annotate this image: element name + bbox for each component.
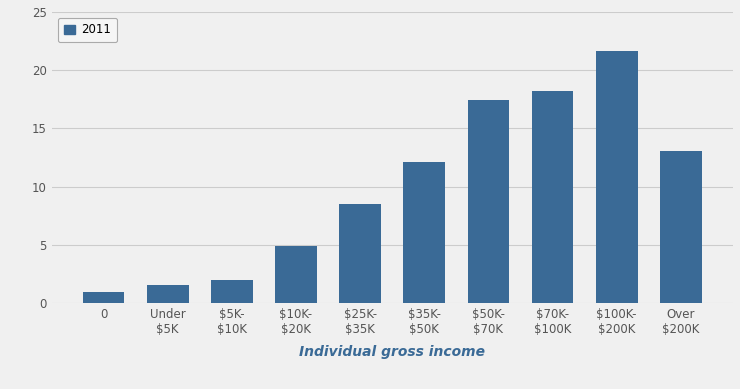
Legend: 2011: 2011 [58,18,117,42]
Bar [147,285,189,303]
X-axis label: Individual gross income: Individual gross income [299,345,485,359]
Bar [211,280,252,303]
Bar [275,246,317,303]
Bar [596,51,638,303]
Bar [403,162,445,303]
Bar [468,100,509,303]
Bar [83,292,124,303]
Bar [532,91,574,303]
Bar [660,151,702,303]
Bar [339,204,381,303]
